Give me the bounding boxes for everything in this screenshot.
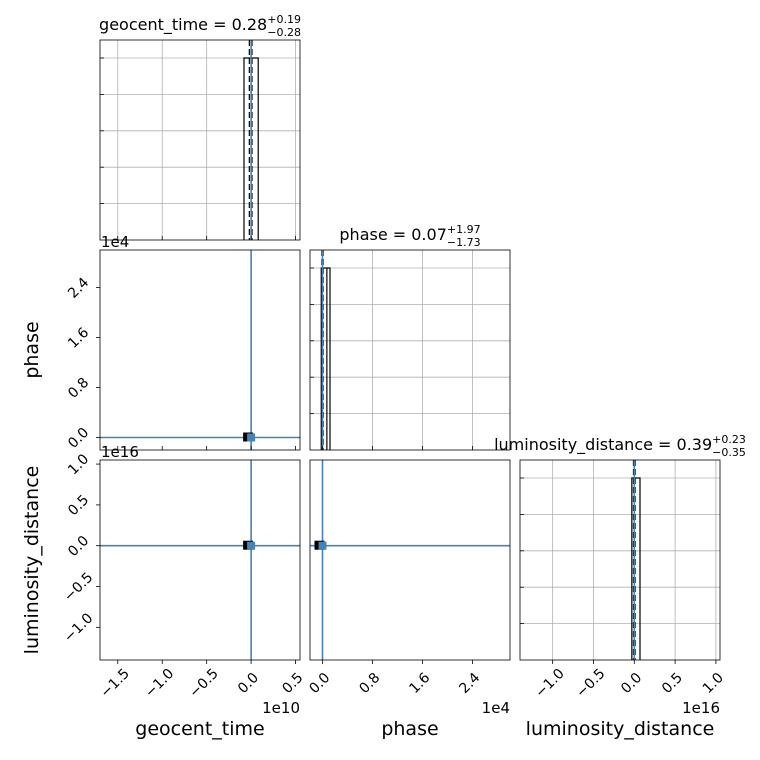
x-axis-label-phase: phase bbox=[381, 718, 438, 740]
y-offset-luminosity_distance: 1e16 bbox=[101, 443, 139, 461]
x-tick-label-luminosity_distance: 0.0 bbox=[618, 670, 645, 697]
y-tick-label-phase: 0.8 bbox=[65, 375, 92, 402]
y-tick-label-luminosity_distance: 1.0 bbox=[65, 451, 92, 478]
y-tick-label-luminosity_distance: 0.0 bbox=[65, 533, 92, 560]
title-luminosity_distance: luminosity_distance = 0.39+0.23 −0.35 bbox=[494, 433, 746, 459]
x-tick-label-phase: 2.4 bbox=[456, 670, 483, 697]
title-phase: phase = 0.07+1.97 −1.73 bbox=[339, 223, 480, 249]
x-tick-label-geocent_time: −0.5 bbox=[186, 666, 221, 701]
x-tick-label-luminosity_distance: 0.5 bbox=[659, 670, 686, 697]
title-plus: +0.23 bbox=[712, 433, 746, 446]
hist-panel-phase bbox=[309, 249, 511, 451]
title-plus: +1.97 bbox=[447, 223, 481, 236]
x-tick-label-geocent_time: 0.0 bbox=[235, 670, 262, 697]
x-tick-label-phase: 0.0 bbox=[306, 670, 333, 697]
x-tick-label-geocent_time: −1.0 bbox=[142, 666, 177, 701]
hist-panel-luminosity_distance bbox=[519, 459, 721, 661]
x-axis-label-geocent_time: geocent_time bbox=[135, 718, 264, 740]
title-value: geocent_time = 0.28 bbox=[99, 15, 267, 35]
y-tick-label-phase: 1.6 bbox=[65, 325, 92, 352]
hist-panel-geocent_time bbox=[99, 39, 301, 241]
x-tick-label-luminosity_distance: −0.5 bbox=[573, 666, 608, 701]
truth-marker bbox=[318, 541, 327, 550]
x-tick-label-geocent_time: 0.5 bbox=[279, 670, 306, 697]
x-tick-label-luminosity_distance: −1.0 bbox=[532, 666, 567, 701]
x-offset-geocent_time: 1e10 bbox=[262, 699, 300, 717]
scatter-panel-geocent_time-vs-phase bbox=[96, 249, 301, 451]
title-value: luminosity_distance = 0.39 bbox=[494, 435, 712, 455]
title-geocent_time: geocent_time = 0.28+0.19 −0.28 bbox=[99, 13, 301, 39]
y-offset-phase: 1e4 bbox=[101, 233, 129, 251]
truth-marker bbox=[247, 433, 256, 442]
panel-frame bbox=[99, 39, 301, 241]
scatter-panel-phase-vs-luminosity_distance bbox=[309, 459, 511, 661]
x-tick-label-phase: 0.8 bbox=[356, 670, 383, 697]
panel-frame bbox=[309, 249, 511, 451]
panel-frame bbox=[519, 459, 721, 661]
title-minus: −0.35 bbox=[712, 446, 746, 459]
y-tick-label-phase: 0.0 bbox=[65, 425, 92, 452]
truth-marker bbox=[247, 541, 256, 550]
panel-frame bbox=[99, 249, 301, 451]
x-tick-label-luminosity_distance: 1.0 bbox=[700, 670, 727, 697]
x-tick-label-phase: 1.6 bbox=[406, 670, 433, 697]
panel-frame bbox=[99, 459, 301, 661]
y-tick-label-phase: 2.4 bbox=[65, 275, 92, 302]
x-offset-luminosity_distance: 1e16 bbox=[682, 699, 720, 717]
x-tick-label-geocent_time: −1.5 bbox=[98, 666, 133, 701]
y-axis-label-phase: phase bbox=[21, 321, 43, 378]
scatter-panel-geocent_time-vs-luminosity_distance bbox=[96, 459, 301, 661]
panel-frame bbox=[309, 459, 511, 661]
title-value: phase = 0.07 bbox=[339, 225, 446, 244]
y-tick-label-luminosity_distance: −1.0 bbox=[61, 610, 96, 645]
title-minus: −0.28 bbox=[267, 26, 301, 39]
x-offset-phase: 1e4 bbox=[482, 699, 510, 717]
title-plus: +0.19 bbox=[267, 13, 301, 26]
x-axis-label-luminosity_distance: luminosity_distance bbox=[526, 718, 715, 740]
y-axis-label-luminosity_distance: luminosity_distance bbox=[21, 466, 43, 655]
y-tick-label-luminosity_distance: −0.5 bbox=[61, 570, 96, 605]
y-tick-label-luminosity_distance: 0.5 bbox=[65, 492, 92, 519]
title-minus: −1.73 bbox=[447, 236, 481, 249]
